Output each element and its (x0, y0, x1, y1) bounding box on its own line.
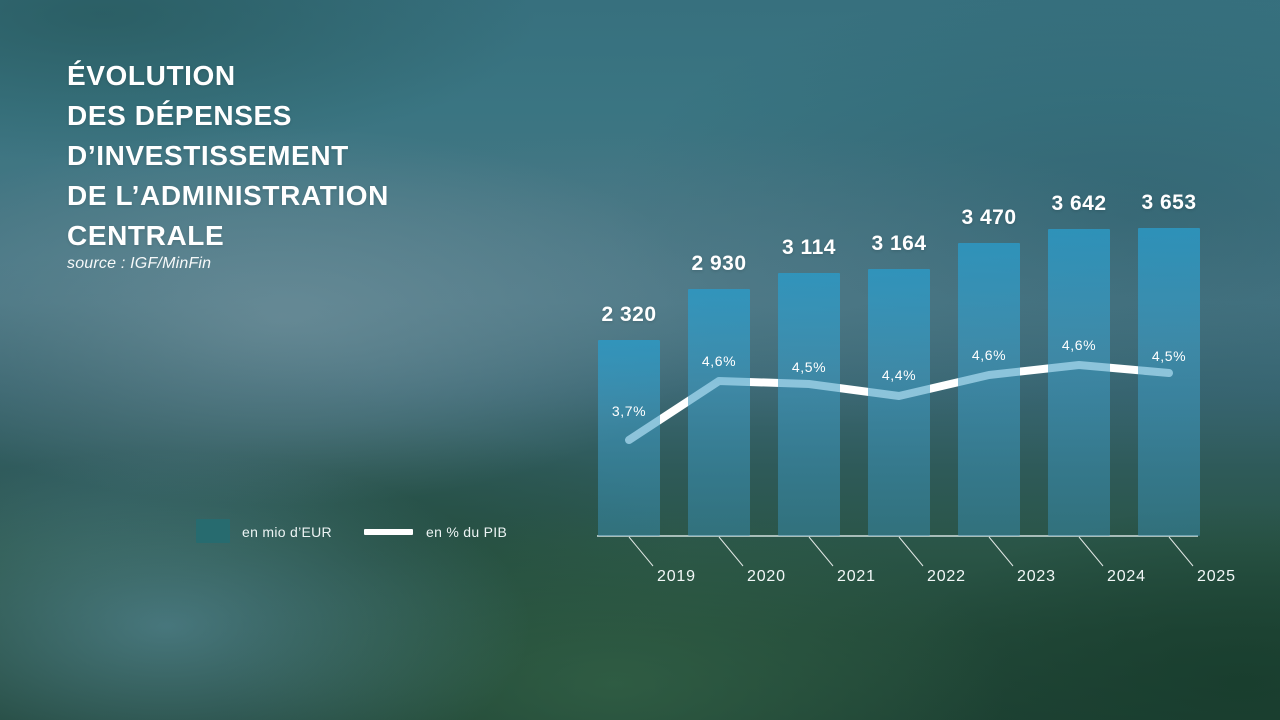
legend-line-swatch (364, 529, 413, 535)
bar-2025 (1138, 228, 1200, 536)
pib-pct-label-2024: 4,6% (1061, 337, 1097, 353)
title-line-4: DE L’ADMINISTRATION (67, 180, 389, 211)
title-line-3: D’INVESTISSEMENT (67, 140, 349, 171)
year-leader-line-2019 (628, 536, 654, 567)
year-leader-line-2023 (988, 536, 1014, 567)
pib-pct-label-2023: 4,6% (971, 347, 1007, 363)
title-line-5: CENTRALE (67, 220, 225, 251)
bar-2021 (778, 273, 840, 536)
year-label-2020: 2020 (747, 568, 786, 585)
bar-value-label-2020: 2 930 (691, 252, 747, 275)
year-label-2021: 2021 (837, 568, 876, 585)
year-leader-line-2024 (1078, 536, 1104, 567)
bar-value-label-2021: 3 114 (782, 236, 836, 259)
source-caption: source : IGF/MinFin (67, 255, 212, 272)
bar-2022 (868, 269, 930, 536)
bar-value-label-2019: 2 320 (601, 303, 657, 326)
title-line-1: ÉVOLUTION (67, 60, 236, 91)
year-label-2025: 2025 (1197, 568, 1236, 585)
legend-bar-label: en mio d’EUR (242, 524, 332, 540)
bar-2019 (598, 340, 660, 536)
year-label-2022: 2022 (927, 568, 966, 585)
pib-pct-label-2020: 4,6% (701, 353, 737, 369)
bar-2023 (958, 243, 1020, 536)
year-leader-line-2022 (898, 536, 924, 567)
title-line-2: DES DÉPENSES (67, 100, 293, 131)
year-leader-line-2025 (1168, 536, 1194, 567)
year-label-2023: 2023 (1017, 568, 1056, 585)
bar-value-label-2024: 3 642 (1051, 192, 1107, 215)
pib-pct-label-2022: 4,4% (881, 367, 917, 383)
bar-2024 (1048, 229, 1110, 536)
year-label-2024: 2024 (1107, 568, 1146, 585)
legend-line-label: en % du PIB (426, 524, 508, 540)
year-label-2019: 2019 (657, 568, 696, 585)
year-leader-line-2021 (808, 536, 834, 567)
year-leader-line-2020 (718, 536, 744, 567)
bar-value-label-2025: 3 653 (1141, 191, 1197, 214)
bar-value-label-2023: 3 470 (961, 206, 1017, 229)
bar-2020 (688, 289, 750, 536)
pib-pct-label-2021: 4,5% (791, 359, 827, 375)
page-title: ÉVOLUTION DES DÉPENSES D’INVESTISSEMENT … (67, 56, 389, 256)
pib-pct-label-2025: 4,5% (1151, 348, 1187, 364)
pib-pct-label-2019: 3,7% (611, 403, 647, 419)
legend-bar-swatch (196, 519, 230, 543)
bar-value-label-2022: 3 164 (871, 232, 927, 255)
